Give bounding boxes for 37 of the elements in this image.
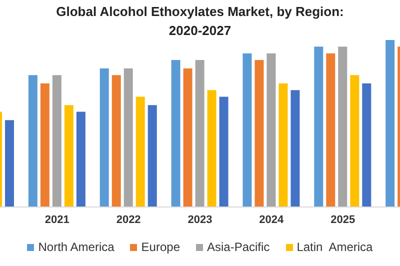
bar: [386, 40, 395, 207]
bar: [207, 90, 216, 207]
bar: [40, 83, 50, 207]
legend-label: Latin America: [296, 240, 373, 254]
bar: [278, 83, 288, 207]
bar: [266, 53, 276, 207]
bar: [242, 53, 252, 207]
x-tick-label: 2022: [116, 214, 141, 226]
bar: [254, 60, 264, 207]
bar: [350, 75, 360, 207]
bar: [76, 112, 86, 207]
bar: [195, 60, 204, 207]
x-tick-label: 2025: [330, 214, 356, 226]
bar: [136, 96, 145, 207]
bar: [5, 120, 14, 207]
legend-label: North America: [37, 240, 114, 254]
bar: [124, 68, 133, 207]
bar: [100, 68, 109, 207]
bar: [183, 68, 192, 207]
bar: [171, 60, 180, 207]
legend-label: Asia-Pacific: [206, 240, 270, 254]
x-tick-label: 2023: [188, 214, 212, 226]
x-tick-label: 2024: [259, 214, 285, 226]
bar: [314, 46, 324, 207]
bar: [338, 46, 348, 207]
x-tick-label: 2021: [44, 214, 70, 226]
bar: [362, 83, 372, 207]
chart-title: Global Alcohol Ethoxylates Market, by Region: 2020-2027: [55, 3, 345, 40]
bar: [64, 105, 74, 207]
bar: [326, 53, 336, 207]
bar: [148, 105, 157, 207]
bar: [112, 75, 121, 207]
bar: [28, 75, 38, 207]
bar: [52, 75, 62, 207]
bar: [219, 96, 228, 207]
bar: [290, 90, 300, 207]
legend-label: Europe: [140, 240, 180, 254]
